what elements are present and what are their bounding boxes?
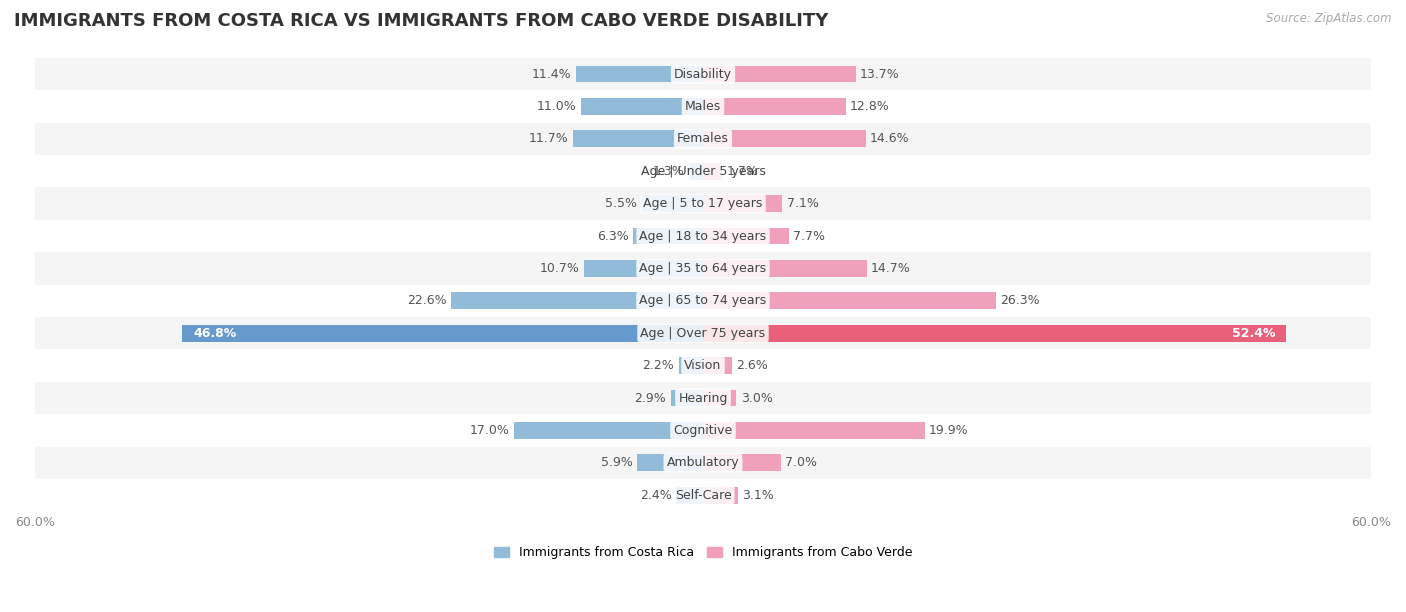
Bar bbox=[513, 422, 703, 439]
Text: Self-Care: Self-Care bbox=[675, 489, 731, 502]
Bar bbox=[35, 220, 1371, 252]
Text: Age | Over 75 years: Age | Over 75 years bbox=[641, 327, 765, 340]
Text: Cognitive: Cognitive bbox=[673, 424, 733, 437]
Bar bbox=[703, 357, 733, 374]
Bar bbox=[703, 98, 845, 115]
Text: 1.3%: 1.3% bbox=[652, 165, 685, 177]
Bar bbox=[35, 90, 1371, 122]
Bar bbox=[35, 285, 1371, 317]
Text: 11.7%: 11.7% bbox=[529, 132, 568, 145]
Text: 2.6%: 2.6% bbox=[737, 359, 768, 372]
Bar bbox=[35, 414, 1371, 447]
Text: 7.0%: 7.0% bbox=[786, 457, 817, 469]
Bar bbox=[581, 98, 703, 115]
Bar bbox=[181, 325, 703, 341]
Text: 22.6%: 22.6% bbox=[408, 294, 447, 307]
Bar bbox=[703, 195, 782, 212]
Bar bbox=[671, 390, 703, 406]
Text: 17.0%: 17.0% bbox=[470, 424, 509, 437]
Bar bbox=[703, 228, 789, 244]
Bar bbox=[703, 163, 721, 180]
Bar bbox=[689, 163, 703, 180]
Text: IMMIGRANTS FROM COSTA RICA VS IMMIGRANTS FROM CABO VERDE DISABILITY: IMMIGRANTS FROM COSTA RICA VS IMMIGRANTS… bbox=[14, 12, 828, 30]
Bar bbox=[703, 422, 925, 439]
Bar bbox=[641, 195, 703, 212]
Bar bbox=[703, 260, 866, 277]
Text: Source: ZipAtlas.com: Source: ZipAtlas.com bbox=[1267, 12, 1392, 25]
Text: 11.4%: 11.4% bbox=[531, 67, 572, 81]
Text: 11.0%: 11.0% bbox=[536, 100, 576, 113]
Bar bbox=[35, 349, 1371, 382]
Bar bbox=[35, 58, 1371, 90]
Bar bbox=[703, 130, 866, 147]
Bar bbox=[35, 382, 1371, 414]
Text: 46.8%: 46.8% bbox=[193, 327, 236, 340]
Bar bbox=[35, 479, 1371, 512]
Bar bbox=[572, 130, 703, 147]
Text: Disability: Disability bbox=[673, 67, 733, 81]
Bar bbox=[451, 293, 703, 309]
Text: 14.7%: 14.7% bbox=[872, 262, 911, 275]
Text: 2.2%: 2.2% bbox=[643, 359, 673, 372]
Bar bbox=[637, 454, 703, 471]
Bar bbox=[703, 325, 1286, 341]
Bar bbox=[576, 65, 703, 83]
Bar bbox=[703, 65, 855, 83]
Text: 13.7%: 13.7% bbox=[860, 67, 900, 81]
Text: 5.9%: 5.9% bbox=[600, 457, 633, 469]
Text: 3.1%: 3.1% bbox=[742, 489, 773, 502]
Text: 7.7%: 7.7% bbox=[793, 230, 825, 242]
Text: 12.8%: 12.8% bbox=[851, 100, 890, 113]
Legend: Immigrants from Costa Rica, Immigrants from Cabo Verde: Immigrants from Costa Rica, Immigrants f… bbox=[489, 541, 917, 564]
Text: 26.3%: 26.3% bbox=[1000, 294, 1040, 307]
Bar bbox=[703, 487, 738, 504]
Text: 3.0%: 3.0% bbox=[741, 392, 773, 405]
Text: Males: Males bbox=[685, 100, 721, 113]
Bar bbox=[703, 293, 995, 309]
Text: 14.6%: 14.6% bbox=[870, 132, 910, 145]
Bar bbox=[35, 187, 1371, 220]
Text: Age | 65 to 74 years: Age | 65 to 74 years bbox=[640, 294, 766, 307]
Text: 6.3%: 6.3% bbox=[596, 230, 628, 242]
Bar bbox=[35, 252, 1371, 285]
Text: 7.1%: 7.1% bbox=[786, 197, 818, 210]
Text: Age | 5 to 17 years: Age | 5 to 17 years bbox=[644, 197, 762, 210]
Bar bbox=[583, 260, 703, 277]
Text: Ambulatory: Ambulatory bbox=[666, 457, 740, 469]
Bar bbox=[703, 454, 780, 471]
Text: 1.7%: 1.7% bbox=[727, 165, 758, 177]
Bar bbox=[35, 447, 1371, 479]
Text: 5.5%: 5.5% bbox=[606, 197, 637, 210]
Text: Hearing: Hearing bbox=[678, 392, 728, 405]
Bar bbox=[633, 228, 703, 244]
Text: 10.7%: 10.7% bbox=[540, 262, 579, 275]
Bar bbox=[703, 390, 737, 406]
Bar bbox=[679, 357, 703, 374]
Text: Age | Under 5 years: Age | Under 5 years bbox=[641, 165, 765, 177]
Bar bbox=[676, 487, 703, 504]
Text: 19.9%: 19.9% bbox=[929, 424, 969, 437]
Text: 2.9%: 2.9% bbox=[634, 392, 666, 405]
Text: 2.4%: 2.4% bbox=[640, 489, 672, 502]
Text: Age | 35 to 64 years: Age | 35 to 64 years bbox=[640, 262, 766, 275]
Bar bbox=[35, 122, 1371, 155]
Text: Vision: Vision bbox=[685, 359, 721, 372]
Text: 52.4%: 52.4% bbox=[1232, 327, 1275, 340]
Text: Age | 18 to 34 years: Age | 18 to 34 years bbox=[640, 230, 766, 242]
Bar bbox=[35, 155, 1371, 187]
Bar bbox=[35, 317, 1371, 349]
Text: Females: Females bbox=[678, 132, 728, 145]
